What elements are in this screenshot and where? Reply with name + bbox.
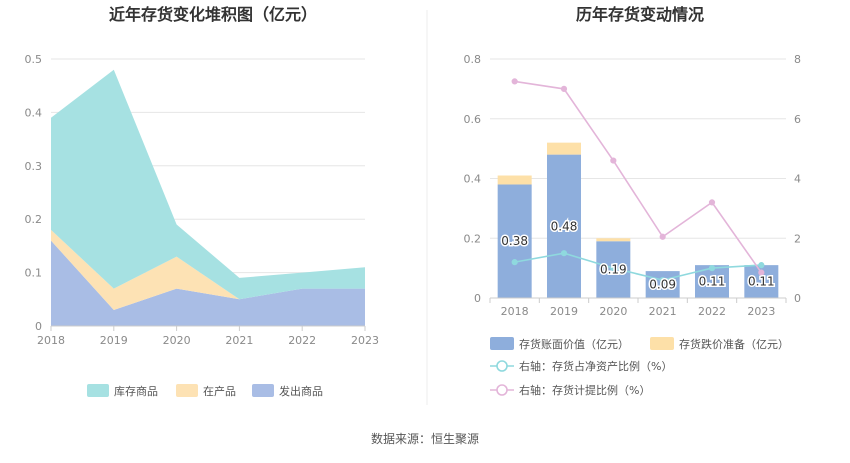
bar-value-label: 0.11 [699, 275, 726, 289]
area-库存商品 [51, 69, 365, 300]
left-x-tick-label: 2023 [351, 334, 379, 347]
area-在产品 [51, 229, 365, 310]
bar-impairment-reserve [497, 175, 532, 185]
line-point-2 [511, 78, 518, 85]
right-legend-swatch [650, 337, 674, 350]
right-y2-tick-label: 6 [794, 113, 801, 126]
line-point-2 [610, 157, 617, 164]
left-x-tick-label: 2018 [37, 334, 65, 347]
left-x-tick-label: 2022 [288, 334, 316, 347]
line-point-1 [560, 250, 568, 257]
right-left-y-axis: 0 0.2 0.4 0.6 0.8 [464, 53, 482, 305]
left-y-tick-label: 0.1 [25, 267, 43, 280]
line-series-1 [514, 252, 762, 281]
right-y2-tick-label: 8 [794, 53, 801, 66]
bar-line-chart: 历年存货变动情况 0.380.480.190.09 0.11 0.11 00.20.… [464, 5, 802, 397]
right-right-y-axis: 0 2 4 6 8 [794, 53, 801, 305]
right-legend-swatch [490, 337, 514, 350]
right-y-tick-label: 0.6 [464, 113, 482, 126]
line-point-1 [659, 276, 666, 284]
left-y-axis: 0 0.1 0.2 0.3 0.4 0.5 [25, 53, 43, 333]
right-y2-tick-label: 2 [794, 232, 801, 245]
line-point-2 [659, 233, 666, 240]
bar-impairment-reserve [596, 238, 631, 242]
left-x-tick-label: 2020 [163, 334, 191, 347]
bar-inventory-value [645, 271, 680, 298]
bar-value-label: 0.11 [748, 275, 775, 289]
bar-value-label: 0.19 [600, 263, 627, 277]
left-legend-label: 库存商品 [114, 384, 158, 398]
right-legend-label: 右轴：存货占净资产比例（%） [519, 359, 672, 373]
bar-value-label: 0.38 [501, 234, 528, 248]
right-x-tick-label: 2022 [698, 305, 726, 318]
left-y-tick-label: 0.3 [25, 160, 43, 173]
right-y-tick-label: 0.2 [464, 232, 482, 245]
right-x-tick-label: 2023 [747, 305, 775, 318]
left-y-tick-label: 0 [35, 320, 42, 333]
left-area-layers [51, 69, 365, 326]
line-series-2 [514, 80, 762, 274]
line-point-1 [511, 259, 518, 266]
right-x-tick-label: 2021 [649, 305, 677, 318]
left-x-tick-label: 2021 [225, 334, 253, 347]
left-chart-title: 近年存货变化堆积图（亿元） [109, 5, 317, 24]
right-y-tick-label: 0.4 [464, 173, 482, 186]
area-发出商品 [51, 240, 365, 326]
left-y-tick-label: 0.5 [25, 53, 43, 66]
left-x-tick-label: 2019 [100, 334, 128, 347]
line-point-2 [708, 199, 716, 206]
right-legend-marker [496, 360, 508, 372]
left-legend-label: 发出商品 [279, 384, 323, 398]
line-point-2 [758, 269, 765, 276]
right-bar-labels: 0.38 0.48 0.19 0.09 0.11 0.11 [500, 218, 776, 293]
left-legend-swatch [176, 384, 198, 397]
line-point-1 [708, 265, 716, 272]
right-x-tick-label: 2018 [501, 305, 529, 318]
bar-impairment-reserve [547, 142, 581, 155]
line-point-1 [610, 265, 617, 272]
left-legend-swatch [87, 384, 109, 397]
left-y-tick-label: 0.2 [25, 213, 43, 226]
left-legend-swatch [252, 384, 274, 397]
right-legend: 存货账面价值（亿元） 存货跌价准备（亿元） 右轴：存货占净资产比例（%） 右轴：存货计… [490, 337, 789, 397]
left-x-axis: 2018 2019 2020 2021 2022 2023 [37, 325, 379, 347]
right-x-axis: 2018 2019 2020 2021 2022 2023 [489, 297, 787, 318]
right-bars [497, 142, 779, 298]
line-point-2 [560, 85, 568, 92]
right-legend-label: 存货账面价值（亿元） [519, 337, 629, 351]
bar-inventory-value [547, 154, 581, 298]
bar-value-label: 0.48 [551, 219, 578, 233]
line-point-1 [758, 262, 765, 269]
right-y-tick-label: 0 [474, 292, 481, 305]
left-legend-label: 在产品 [203, 384, 236, 398]
right-x-tick-label: 2020 [599, 305, 627, 318]
left-y-tick-label: 0.4 [25, 106, 43, 119]
right-gridlines [490, 58, 786, 299]
bar-inventory-value [497, 184, 532, 298]
right-y2-tick-label: 4 [794, 173, 801, 186]
right-legend-label: 存货跌价准备（亿元） [679, 337, 789, 351]
data-source: 数据来源：恒生聚源 [371, 431, 479, 446]
right-legend-label: 右轴：存货计提比例（%） [519, 383, 650, 397]
right-chart-title: 历年存货变动情况 [576, 5, 704, 24]
left-legend: 库存商品 在产品 发出商品 [87, 384, 323, 398]
right-x-tick-label: 2019 [550, 305, 578, 318]
right-lines [511, 78, 765, 284]
right-y-tick-label: 0.8 [464, 53, 482, 66]
bar-value-label: 0.09 [649, 278, 676, 292]
right-y2-tick-label: 0 [794, 292, 801, 305]
stacked-area-chart: 近年存货变化堆积图（亿元） 00.10.20.30.40.5 2018 2019 2… [25, 5, 380, 398]
right-legend-marker [496, 384, 508, 396]
